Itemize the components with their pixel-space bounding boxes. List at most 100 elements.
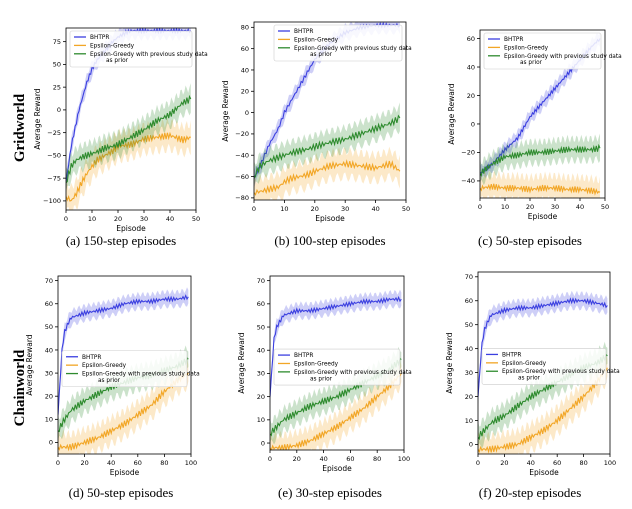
y-tick-label: 75 (53, 38, 61, 46)
legend-label-1: Epsilon-Greedy (504, 45, 549, 51)
x-tick-label: 100 (185, 459, 197, 467)
y-tick-label: −20 (461, 149, 475, 157)
y-tick-label: −60 (235, 173, 249, 181)
legend-label-2: Epsilon-Greedy with previous study data a… (502, 369, 620, 381)
legend-label-1: Epsilon-Greedy (82, 363, 127, 369)
series-band-0 (270, 289, 402, 407)
y-tick-label: 40 (45, 346, 53, 354)
axes-frame (253, 21, 407, 201)
legend: BHTPR Epsilon-Greedy Epsilon-Greedy with p… (273, 348, 412, 386)
legend-label-1: Epsilon-Greedy (90, 43, 135, 49)
y-tick-label: 50 (465, 321, 473, 329)
y-tick-label: 50 (53, 61, 61, 69)
legend-label-2: Epsilon-Greedy with previous study data a… (294, 370, 412, 382)
x-tick-label: 20 (80, 459, 88, 467)
legend-box (481, 348, 607, 385)
legend-box (61, 350, 188, 388)
y-tick-label: 60 (467, 35, 475, 43)
series-line-1 (66, 131, 191, 202)
y-tick-label: 60 (257, 300, 265, 308)
x-tick-label: 0 (476, 459, 480, 467)
legend: BHTPR Epsilon-Greedy Epsilon-Greedy with p… (61, 350, 200, 388)
y-tick-label: 20 (241, 88, 249, 96)
x-axis-label: Episode (528, 212, 558, 221)
legend-label-2: Epsilon-Greedy with previous study data a… (90, 52, 208, 64)
x-tick-label: 0 (268, 455, 272, 463)
y-tick-label: 40 (241, 66, 249, 74)
y-axis-label: Average Reward (237, 332, 246, 393)
series-line-2 (254, 114, 401, 178)
y-tick-label: 40 (257, 347, 265, 355)
y-tick-label: 10 (257, 416, 265, 424)
series-line-1 (254, 159, 401, 196)
y-axis-label: Average Reward (221, 80, 230, 141)
axes-frame (479, 29, 606, 199)
legend-label-0: BHTPR (504, 37, 523, 43)
y-tick-label: −25 (47, 129, 61, 137)
series-band-1 (480, 170, 600, 198)
x-tick-label: 50 (192, 215, 200, 223)
chart-panel-0: 0 10 20 30 40 50 −100 −75 −50 −25 0 25 50 75 Episode Av… (33, 27, 208, 233)
y-tick-label: 0 (57, 106, 61, 114)
legend-label-0: BHTPR (90, 35, 109, 41)
x-tick-label: 10 (280, 205, 288, 213)
y-tick-label: 70 (45, 277, 53, 285)
legend-box (273, 24, 403, 62)
y-axis-label: Average Reward (33, 88, 42, 149)
y-tick-label: −80 (235, 194, 249, 202)
series-band-2 (66, 83, 191, 193)
y-axis-label: Average Reward (447, 83, 456, 144)
caption-b: (b) 100-step episodes (274, 233, 385, 248)
series-band-1 (66, 117, 191, 210)
axes-frame (65, 27, 197, 211)
row-label-gridworld: Gridworld (12, 93, 28, 162)
legend-label-1: Epsilon-Greedy (294, 361, 339, 367)
y-tick-label: 10 (465, 417, 473, 425)
x-tick-label: 0 (56, 459, 60, 467)
series-line-0 (58, 294, 189, 415)
y-tick-label: −40 (235, 152, 249, 160)
legend: BHTPR Epsilon-Greedy Epsilon-Greedy with p… (69, 30, 208, 68)
x-tick-label: 40 (319, 455, 327, 463)
y-tick-label: −20 (235, 130, 249, 138)
x-tick-label: 0 (252, 205, 256, 213)
caption-d: (d) 50-step episodes (69, 485, 174, 500)
plot-area (480, 32, 601, 198)
y-tick-label: 50 (257, 323, 265, 331)
series-line-1 (478, 367, 608, 454)
y-tick-label: 25 (53, 83, 61, 91)
legend-label-0: BHTPR (502, 352, 521, 358)
x-tick-label: 50 (601, 203, 609, 211)
y-tick-label: 0 (469, 441, 473, 449)
x-tick-label: 40 (166, 215, 174, 223)
chart-panel-5: 0 20 40 60 80 100 0 10 20 30 40 50 60 70 Episode Averag… (445, 271, 620, 477)
series-band-2 (254, 102, 400, 187)
legend-label-1: Epsilon-Greedy (294, 37, 339, 43)
legend: BHTPR Epsilon-Greedy Epsilon-Greedy with p… (273, 24, 412, 62)
chart-panel-3: 0 20 40 60 80 100 0 10 20 30 40 50 60 70 Episode Averag… (25, 275, 200, 477)
y-tick-label: 50 (45, 323, 53, 331)
y-tick-label: 0 (471, 120, 475, 128)
series-band-0 (478, 290, 608, 407)
x-tick-label: 40 (576, 203, 584, 211)
x-tick-label: 60 (134, 459, 142, 467)
y-tick-label: 0 (245, 109, 249, 117)
y-tick-label: 60 (241, 45, 249, 53)
series-line-2 (480, 143, 601, 177)
x-tick-label: 20 (526, 203, 534, 211)
series-line-0 (270, 295, 402, 397)
legend-label-0: BHTPR (294, 353, 313, 359)
series-line-1 (480, 183, 601, 196)
series-line-2 (66, 94, 192, 184)
y-tick-label: 70 (257, 277, 265, 285)
y-tick-label: 30 (465, 369, 473, 377)
legend-label-0: BHTPR (294, 29, 313, 35)
y-tick-label: 60 (465, 297, 473, 305)
x-tick-label: 40 (527, 459, 535, 467)
x-tick-label: 100 (398, 455, 410, 463)
legend: BHTPR Epsilon-Greedy Epsilon-Greedy with p… (483, 32, 622, 70)
x-tick-label: 30 (551, 203, 559, 211)
y-tick-label: 80 (241, 24, 249, 32)
y-tick-label: 40 (465, 345, 473, 353)
